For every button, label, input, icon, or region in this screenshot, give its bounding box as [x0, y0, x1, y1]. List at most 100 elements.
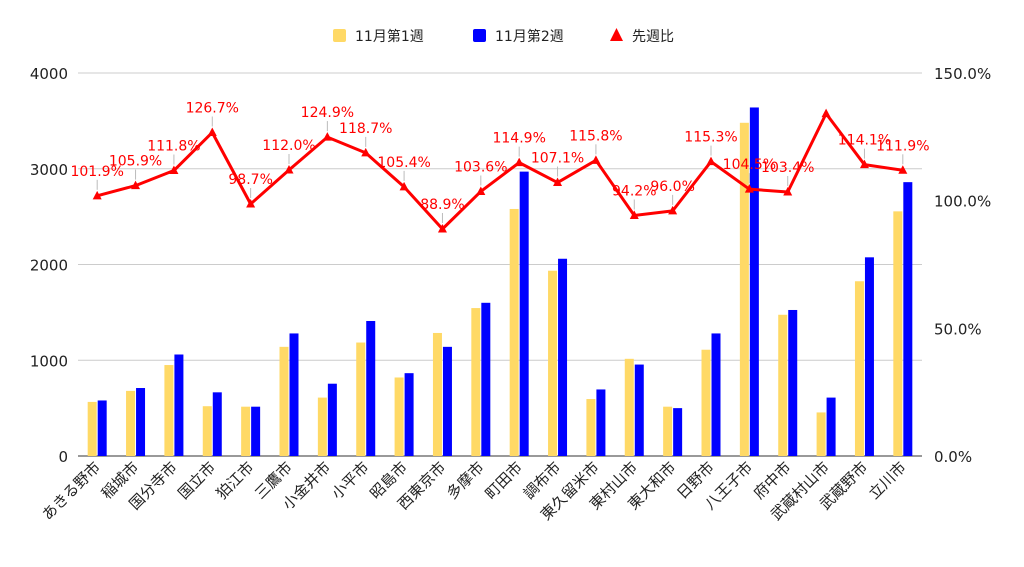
bar-week2: [558, 258, 568, 456]
bar-week1: [241, 406, 251, 456]
y-left-tick-label: 2000: [30, 257, 68, 275]
ratio-data-label: 105.4%: [377, 155, 430, 171]
y-right-tick-label: 100.0%: [934, 193, 991, 211]
bar-week2: [481, 302, 491, 456]
y-right-tick-label: 150.0%: [934, 65, 991, 83]
bar-week2: [97, 400, 107, 456]
ratio-point: [322, 132, 332, 141]
bar-week1: [356, 342, 366, 456]
ratio-point: [898, 165, 908, 174]
ratio-data-label: 96.0%: [650, 179, 694, 195]
ratio-data-label: 114.9%: [492, 131, 545, 147]
ratio-data-label: 111.8%: [147, 139, 200, 155]
ratio-data-label: 124.9%: [301, 105, 354, 121]
ratio-data-label: 105.9%: [109, 154, 162, 170]
legend-swatch: [610, 28, 623, 41]
bar-week2: [289, 333, 299, 456]
ratio-point: [859, 159, 869, 169]
bar-week1: [624, 358, 634, 456]
bar-week2: [711, 333, 721, 456]
bar-week2: [634, 364, 644, 456]
bar-week1: [893, 211, 903, 456]
ratio-point: [629, 210, 639, 219]
bar-week2: [519, 171, 529, 456]
ratio-data-label: 115.3%: [684, 130, 737, 146]
x-category-label: 国立市: [175, 458, 220, 503]
ratio-point: [668, 205, 678, 215]
legend-label: 11月第1週: [355, 28, 424, 45]
ratio-point: [207, 127, 217, 136]
ratio-point: [591, 155, 601, 164]
ratio-data-label: 88.9%: [420, 197, 464, 213]
x-category-label: 町田市: [481, 458, 526, 503]
x-category-label: 狛江市: [213, 458, 258, 503]
bar-week2: [366, 320, 376, 456]
ratio-data-label: 103.4%: [761, 160, 814, 176]
ratio-data-label: 94.2%: [612, 183, 656, 199]
ratio-data-label: 112.0%: [262, 138, 315, 154]
bar-week1: [432, 332, 442, 456]
bar-week1: [126, 390, 136, 456]
ratio-point: [92, 190, 102, 200]
y-right-tick-label: 0.0%: [934, 448, 972, 466]
x-category-label: 小平市: [328, 458, 373, 503]
ratio-data-label: 104.5%: [723, 157, 776, 173]
ratio-point: [706, 156, 716, 166]
legend-swatch: [473, 29, 486, 42]
ratio-point: [437, 224, 447, 233]
ratio-point: [744, 184, 754, 193]
y-left-tick-label: 3000: [30, 161, 68, 179]
ratio-point: [514, 157, 524, 167]
y-left-tick-label: 4000: [30, 65, 68, 83]
bar-week2: [442, 346, 452, 456]
bar-week2: [212, 392, 222, 456]
bar-week1: [854, 281, 864, 456]
bar-week1: [471, 308, 481, 456]
bar-week1: [586, 399, 596, 456]
bar-week2: [327, 383, 337, 456]
bar-week1: [87, 401, 97, 456]
bar-week2: [136, 388, 146, 456]
ratio-data-label: 103.6%: [454, 159, 507, 175]
ratio-point: [131, 180, 141, 190]
bar-week2: [826, 397, 836, 456]
bar-week2: [903, 182, 913, 456]
bar-week1: [548, 270, 558, 456]
bar-week2: [404, 373, 414, 456]
ratio-point: [169, 165, 179, 175]
ratio-point: [399, 181, 409, 191]
bar-week2: [251, 406, 261, 456]
ratio-point: [821, 108, 831, 118]
ratio-point: [783, 186, 793, 196]
ratio-data-label: 126.7%: [186, 100, 239, 116]
x-category-label: 立川市: [865, 458, 910, 503]
ratio-point: [246, 198, 256, 208]
ratio-point: [553, 177, 563, 187]
y-left-tick-label: 1000: [30, 352, 68, 370]
x-category-label: 多摩市: [443, 458, 488, 503]
ratio-line: [96, 112, 904, 231]
bar-week1: [394, 377, 404, 456]
bar-week1: [317, 397, 327, 456]
y-right-tick-label: 50.0%: [934, 320, 982, 338]
bar-week1: [663, 406, 673, 456]
bar-week1: [816, 412, 826, 456]
bar-week1: [279, 346, 289, 456]
bar-week1: [778, 314, 788, 456]
ratio-point: [476, 186, 486, 195]
bar-week1: [701, 349, 711, 456]
bar-week2: [864, 257, 874, 456]
bar-week2: [749, 107, 759, 456]
legend-swatch: [333, 29, 346, 42]
ratio-data-label: 115.8%: [569, 128, 622, 144]
bar-week1: [164, 365, 174, 456]
bar-week2: [596, 389, 606, 456]
legend-label: 先週比: [632, 29, 674, 45]
x-category-label: あきる野市: [38, 458, 104, 524]
bar-week2: [174, 354, 184, 456]
bar-week2: [788, 309, 798, 456]
legend-label: 11月第2週: [495, 28, 564, 45]
bar-week1: [202, 406, 212, 456]
